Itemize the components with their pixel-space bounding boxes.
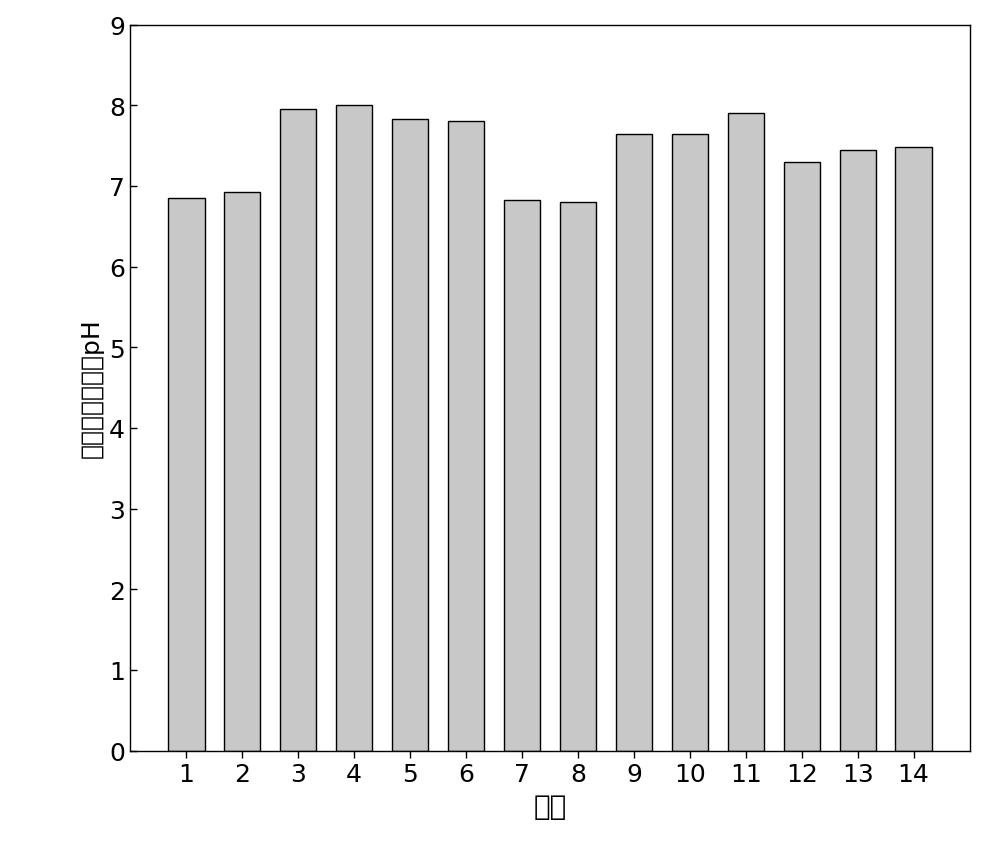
Bar [672,134,708,751]
Bar [784,163,820,751]
Bar [504,201,540,751]
Bar [448,122,484,751]
X-axis label: 处理: 处理 [533,792,567,820]
Y-axis label: 修复后各处理组pH: 修复后各处理组pH [80,318,104,458]
Bar [560,203,596,751]
Bar [224,193,260,751]
Bar [168,199,205,751]
Bar [840,150,876,751]
Bar [392,119,428,751]
Bar [336,106,372,751]
Bar [616,134,652,751]
Bar [728,114,764,751]
Bar [280,110,316,751]
Bar [895,148,932,751]
